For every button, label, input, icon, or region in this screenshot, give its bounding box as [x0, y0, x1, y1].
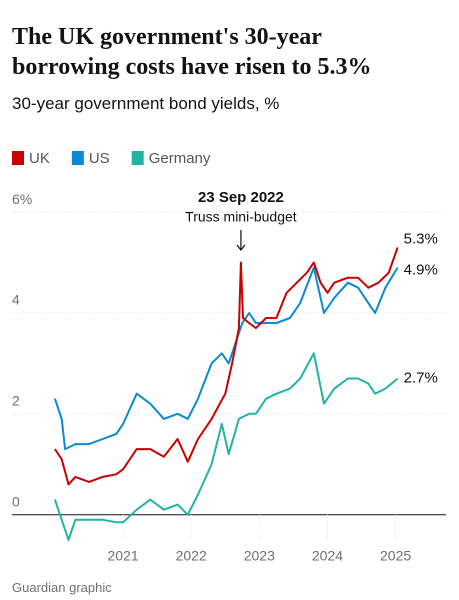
legend-label: US — [89, 150, 110, 167]
y-tick-label: 0 — [12, 493, 20, 509]
legend-swatch — [131, 151, 144, 165]
x-tick-label: 2021 — [107, 548, 138, 564]
y-tick-label: 6% — [12, 191, 32, 207]
annotation-text: Truss mini-budget — [185, 209, 297, 225]
chart-title: The UK government's 30-year borrowing co… — [12, 24, 372, 80]
annotation-title: 23 Sep 2022 — [198, 189, 284, 206]
legend-label: Germany — [149, 150, 211, 167]
legend-label: UK — [29, 150, 50, 167]
legend-swatch — [71, 151, 84, 165]
y-tick-label: 2 — [12, 393, 20, 409]
series-line — [54, 247, 399, 486]
x-tick-label: 2022 — [176, 548, 207, 564]
series-line — [53, 266, 399, 451]
x-tick-label: 2024 — [312, 548, 343, 564]
end-label: 2.7% — [404, 369, 438, 386]
series-line — [53, 352, 399, 541]
end-label: 4.9% — [404, 262, 438, 279]
end-label: 5.3% — [404, 230, 438, 247]
annotation-arrowhead — [236, 244, 246, 251]
chart-subtitle: 30-year government bond yields, % — [12, 94, 280, 113]
y-tick-label: 4 — [12, 292, 20, 308]
x-tick-label: 2023 — [244, 548, 275, 564]
source: Guardian graphic — [12, 580, 112, 595]
legend-swatch — [12, 151, 24, 165]
x-tick-label: 2025 — [380, 548, 411, 564]
